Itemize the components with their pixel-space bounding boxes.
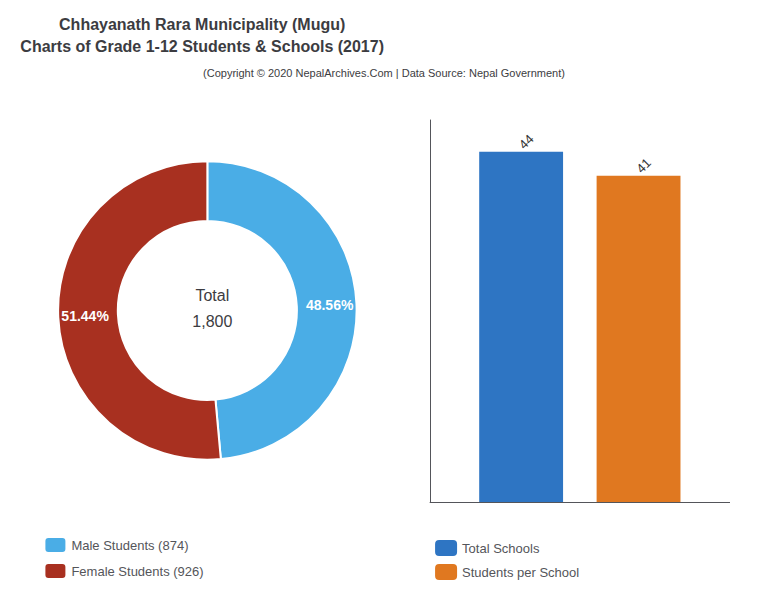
svg-text:Chhayanath Rara Municipality (: Chhayanath Rara Municipality (Mugu) [59,16,345,33]
svg-text:41: 41 [633,155,654,176]
svg-text:Total Schools: Total Schools [462,541,540,556]
svg-text:Female Students (926): Female Students (926) [71,564,203,579]
svg-text:1,800: 1,800 [192,313,232,330]
svg-text:48.56%: 48.56% [306,297,354,313]
svg-text:44: 44 [516,131,537,152]
svg-text:Students per School: Students per School [462,565,579,580]
svg-text:Total: Total [195,287,229,304]
svg-text:(Copyright © 2020 NepalArchive: (Copyright © 2020 NepalArchives.Com | Da… [203,67,565,79]
svg-text:Charts of Grade 1-12 Students: Charts of Grade 1-12 Students & Schools … [20,38,384,55]
svg-text:51.44%: 51.44% [61,308,109,324]
svg-text:Male Students (874): Male Students (874) [71,538,188,553]
